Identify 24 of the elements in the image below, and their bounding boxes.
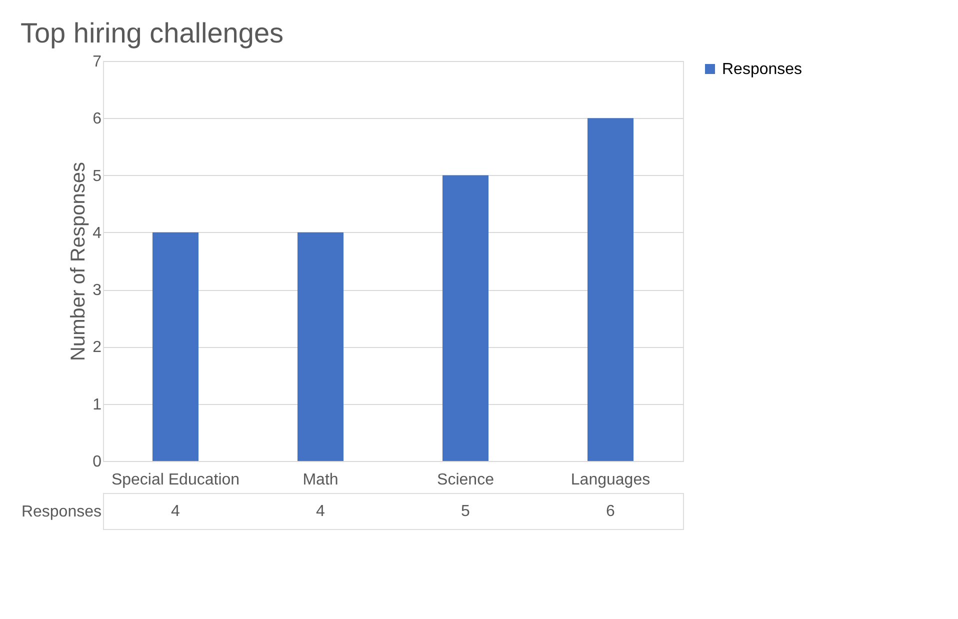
y-tick-label: 3 xyxy=(92,282,102,300)
data-label: 5 xyxy=(461,503,470,520)
data-label: 4 xyxy=(171,503,180,520)
bar xyxy=(298,232,344,461)
chart-title: Top hiring challenges xyxy=(20,18,284,48)
bar xyxy=(588,118,634,461)
y-tick-label: 1 xyxy=(92,396,102,414)
bar xyxy=(442,175,488,461)
y-tick-label: 5 xyxy=(92,168,102,185)
bar xyxy=(152,232,198,461)
y-tick-label: 0 xyxy=(92,454,102,470)
y-tick-label: 6 xyxy=(92,110,102,128)
y-tick-label: 2 xyxy=(92,339,102,356)
y-tick-label: 4 xyxy=(92,224,102,242)
y-tick-label: 7 xyxy=(92,54,102,70)
legend-label: Responses xyxy=(722,61,802,78)
y-axis-title: Number of Responses xyxy=(68,162,90,361)
data-label: 4 xyxy=(316,503,326,520)
x-tick-label: Special Education xyxy=(111,472,240,488)
x-tick-label: Science xyxy=(437,472,494,488)
text: Responses xyxy=(21,504,102,520)
x-tick-label: Math xyxy=(302,472,338,488)
x-tick-label: Languages xyxy=(570,472,650,488)
data-label: 6 xyxy=(606,503,616,520)
